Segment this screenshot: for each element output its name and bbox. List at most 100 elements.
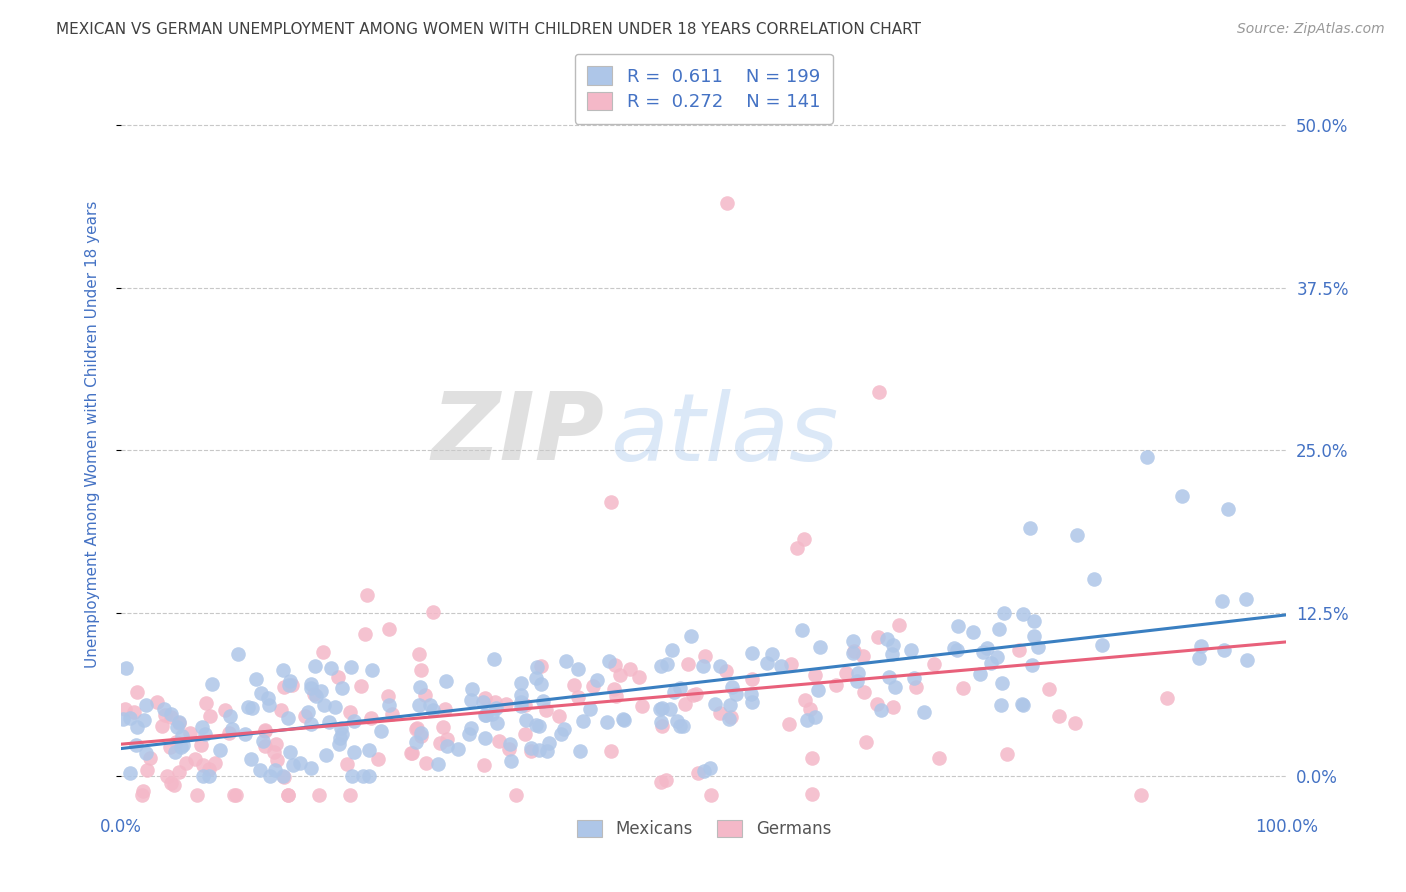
Point: [536, 744, 558, 758]
Text: MEXICAN VS GERMAN UNEMPLOYMENT AMONG WOMEN WITH CHILDREN UNDER 18 YEARS CORRELAT: MEXICAN VS GERMAN UNEMPLOYMENT AMONG WOM…: [56, 22, 921, 37]
Point: [406, 721, 429, 735]
Point: [720, 710, 742, 724]
Point: [980, 656, 1002, 670]
Point: [550, 727, 572, 741]
Point: [686, 765, 709, 780]
Point: [447, 742, 470, 756]
Point: [1083, 572, 1105, 586]
Point: [219, 708, 242, 723]
Point: [986, 650, 1008, 665]
Point: [1011, 698, 1033, 712]
Point: [800, 751, 823, 765]
Point: [277, 711, 299, 725]
Point: [429, 736, 451, 750]
Point: [533, 694, 555, 708]
Point: [786, 541, 808, 555]
Point: [700, 789, 723, 803]
Point: [474, 691, 496, 706]
Point: [186, 789, 208, 803]
Point: [804, 710, 827, 724]
Point: [218, 725, 240, 739]
Point: [411, 663, 433, 677]
Point: [221, 722, 243, 736]
Point: [903, 671, 925, 685]
Point: [741, 673, 763, 687]
Point: [222, 789, 245, 803]
Point: [987, 622, 1010, 636]
Point: [278, 745, 301, 759]
Point: [273, 680, 295, 694]
Point: [308, 789, 330, 803]
Point: [1008, 643, 1031, 657]
Point: [191, 769, 214, 783]
Point: [943, 641, 966, 656]
Point: [704, 697, 727, 711]
Point: [658, 702, 681, 716]
Point: [214, 703, 236, 717]
Point: [547, 708, 569, 723]
Point: [650, 775, 672, 789]
Point: [350, 679, 373, 693]
Point: [339, 789, 361, 803]
Point: [651, 701, 673, 715]
Point: [596, 715, 619, 730]
Point: [484, 695, 506, 709]
Y-axis label: Unemployment Among Women with Children Under 18 years: Unemployment Among Women with Children U…: [86, 201, 100, 668]
Point: [114, 702, 136, 716]
Point: [343, 745, 366, 759]
Point: [159, 776, 181, 790]
Point: [1211, 593, 1233, 607]
Point: [236, 700, 259, 714]
Point: [323, 700, 346, 714]
Point: [1234, 591, 1257, 606]
Point: [419, 698, 441, 712]
Point: [484, 652, 506, 666]
Point: [436, 739, 458, 753]
Point: [993, 607, 1015, 621]
Point: [124, 706, 146, 720]
Point: [305, 689, 328, 703]
Point: [855, 735, 877, 749]
Point: [693, 648, 716, 663]
Point: [132, 783, 155, 797]
Point: [257, 690, 280, 705]
Point: [315, 747, 337, 762]
Point: [1021, 657, 1043, 672]
Point: [191, 720, 214, 734]
Point: [946, 619, 969, 633]
Point: [1236, 653, 1258, 667]
Point: [709, 658, 731, 673]
Point: [835, 665, 858, 680]
Point: [475, 708, 498, 723]
Point: [460, 693, 482, 707]
Point: [167, 715, 190, 730]
Point: [299, 761, 322, 775]
Point: [526, 660, 548, 674]
Point: [359, 743, 381, 757]
Point: [509, 695, 531, 709]
Point: [571, 714, 593, 729]
Point: [328, 737, 350, 751]
Point: [650, 659, 672, 673]
Point: [225, 789, 247, 803]
Point: [801, 787, 824, 801]
Point: [330, 727, 353, 741]
Point: [474, 731, 496, 745]
Point: [962, 625, 984, 640]
Point: [135, 746, 157, 760]
Point: [163, 745, 186, 759]
Point: [972, 645, 994, 659]
Point: [278, 674, 301, 689]
Point: [401, 746, 423, 760]
Point: [841, 646, 863, 660]
Point: [226, 648, 249, 662]
Point: [155, 768, 177, 782]
Point: [524, 717, 547, 731]
Point: [598, 654, 620, 668]
Point: [654, 773, 676, 788]
Point: [165, 735, 187, 749]
Point: [434, 701, 457, 715]
Point: [889, 618, 911, 632]
Point: [808, 640, 831, 654]
Point: [661, 642, 683, 657]
